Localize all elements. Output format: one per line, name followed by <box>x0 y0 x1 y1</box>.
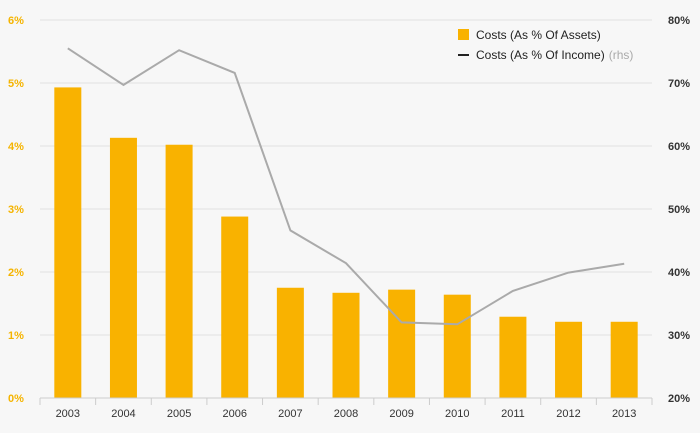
axes: 0% 1% 2% 3% 4% 5% 6% 20% 30% 40% 50% 60% 70% 80% 2003 2… <box>8 15 690 420</box>
x-tick-label: 2009 <box>389 408 413 420</box>
gridlines <box>40 19 652 336</box>
legend: Costs (As % Of Assets) Costs (As % Of In… <box>458 28 633 62</box>
y-right-tick-label: 60% <box>668 141 690 153</box>
x-tick-label: 2006 <box>222 408 246 420</box>
x-tick-label: 2011 <box>501 408 525 420</box>
y-left-tick-label: 6% <box>8 15 24 27</box>
legend-swatch-bar <box>458 29 469 40</box>
line-series <box>67 47 625 326</box>
bar <box>109 137 137 398</box>
legend-label-bar: Costs (As % Of Assets) <box>476 28 601 42</box>
y-left-tick-label: 0% <box>8 393 24 405</box>
bar <box>54 87 82 398</box>
y-left-tick-label: 5% <box>8 78 24 90</box>
y-left-tick-label: 1% <box>8 330 24 342</box>
x-tick-label: 2005 <box>167 408 191 420</box>
y-left-tick-label: 3% <box>8 204 24 216</box>
bar <box>276 287 304 398</box>
legend-label-line: Costs (As % Of Income) <box>476 48 605 62</box>
bar <box>499 316 527 398</box>
x-tick-label: 2007 <box>278 408 302 420</box>
legend-label-line-group: Costs (As % Of Income) (rhs) <box>476 48 633 62</box>
y-right-tick-label: 30% <box>668 330 690 342</box>
bar <box>221 216 249 398</box>
x-tick-label: 2010 <box>445 408 469 420</box>
y-right-tick-label: 80% <box>668 15 690 27</box>
bar-series <box>54 87 638 398</box>
x-tick-label: 2012 <box>556 408 580 420</box>
y-right-tick-label: 50% <box>668 204 690 216</box>
bar <box>332 292 360 398</box>
bar <box>388 289 416 398</box>
y-left-tick-label: 4% <box>8 141 24 153</box>
x-tick-label: 2004 <box>111 408 135 420</box>
x-tick-label: 2013 <box>612 408 636 420</box>
income-line <box>67 47 625 326</box>
y-right-tick-label: 20% <box>668 393 690 405</box>
y-right-tick-label: 70% <box>668 78 690 90</box>
y-left-tick-label: 2% <box>8 267 24 279</box>
bar <box>555 321 583 398</box>
bar <box>610 321 638 398</box>
bar <box>165 144 193 398</box>
x-tick-label: 2008 <box>334 408 358 420</box>
legend-label-line-suffix: (rhs) <box>609 48 634 62</box>
x-tick-label: 2003 <box>56 408 80 420</box>
bar <box>443 294 471 398</box>
y-right-tick-label: 40% <box>668 267 690 279</box>
legend-swatch-line <box>458 54 469 56</box>
